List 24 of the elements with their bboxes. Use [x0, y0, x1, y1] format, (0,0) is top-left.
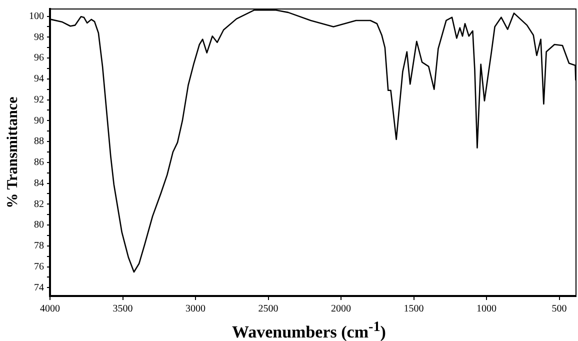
- y-axis-title: % Transmittance: [4, 96, 21, 208]
- y-tick-label: 82: [34, 198, 44, 210]
- y-tick-label: 92: [34, 94, 44, 106]
- x-tick-label: 2000: [331, 304, 352, 315]
- y-tick-label: 84: [34, 178, 44, 189]
- x-tick-label: 1500: [404, 304, 424, 315]
- x-tick-label: 2500: [258, 304, 278, 315]
- y-tick-label: 90: [34, 115, 44, 126]
- x-tick-label: 4000: [40, 304, 60, 315]
- x-tick-label: 3000: [186, 304, 206, 315]
- y-tick-label: 78: [34, 240, 44, 252]
- y-tick-label: 80: [34, 220, 44, 231]
- y-tick-label: 98: [34, 32, 44, 43]
- y-tick-label: 86: [34, 157, 44, 168]
- y-tick-label: 100: [29, 10, 44, 22]
- x-axis-title: Wavenumbers (cm$^{-1}$): [231, 318, 387, 341]
- x-tick-label: 500: [552, 304, 567, 315]
- y-tick-label: 76: [34, 261, 44, 272]
- x-tick-label: 1000: [476, 304, 497, 315]
- y-tick-label: 88: [34, 136, 44, 148]
- y-tick-label: 96: [34, 52, 44, 64]
- y-tick-label: 94: [34, 74, 44, 85]
- y-tick-label: 74: [34, 282, 44, 294]
- x-tick-label: 3500: [112, 304, 133, 315]
